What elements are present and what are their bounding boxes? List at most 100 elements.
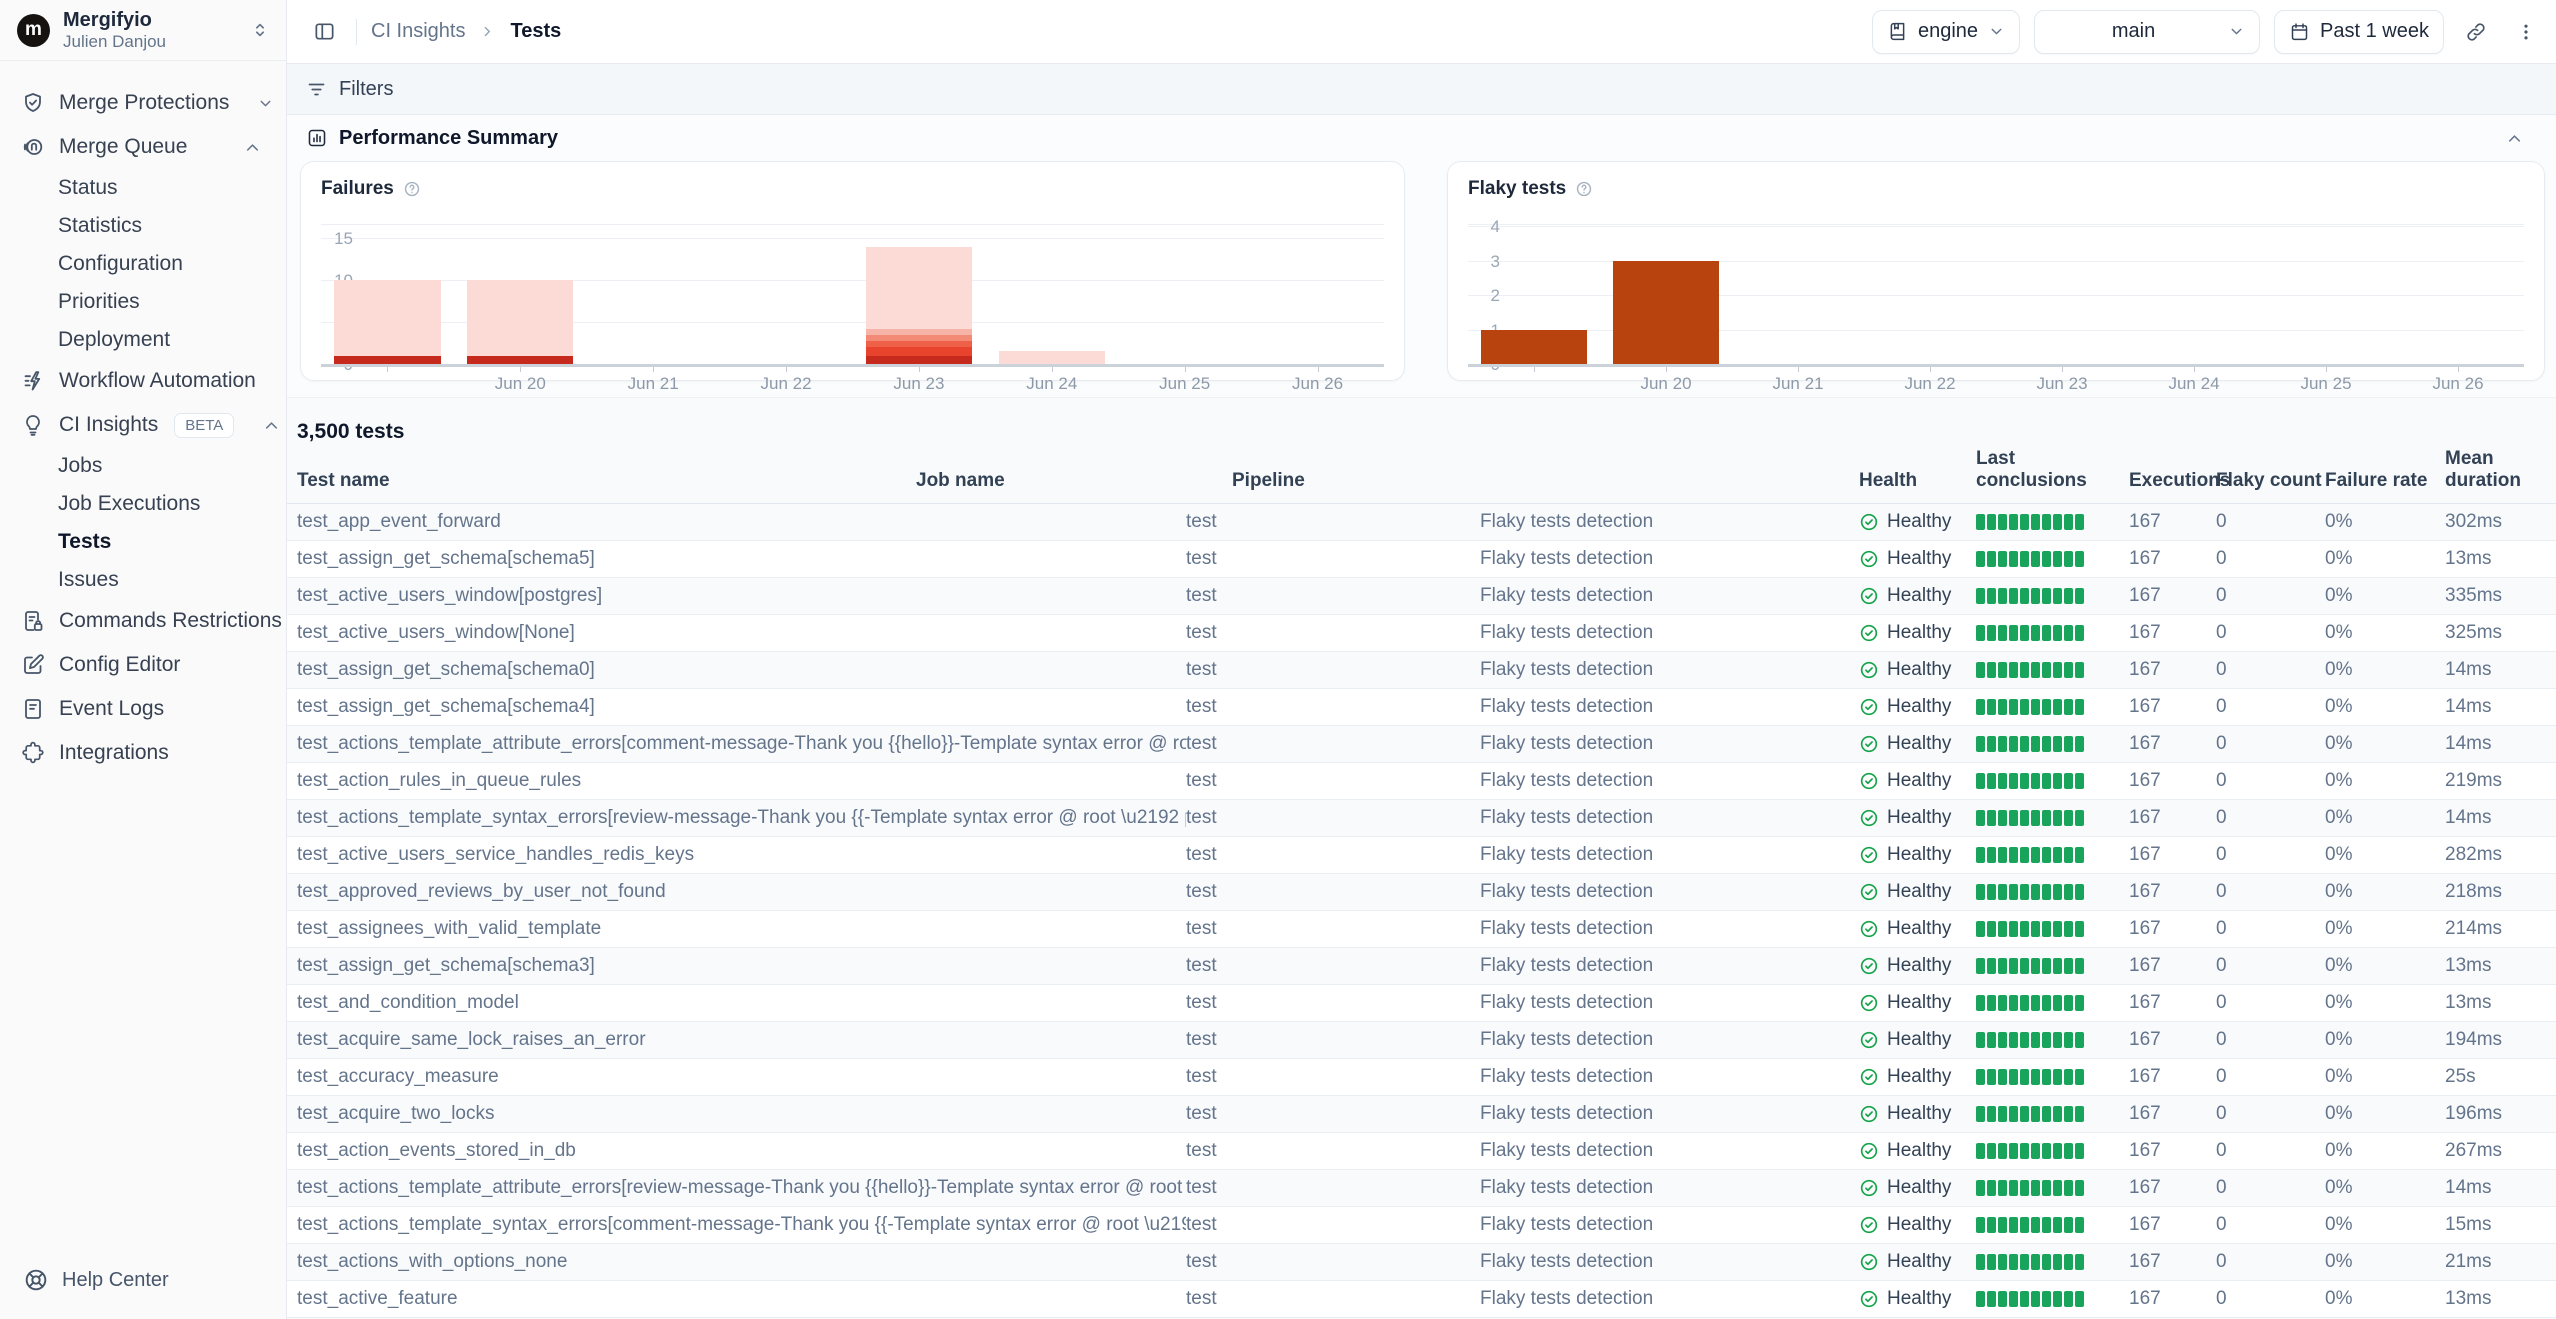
conclusion-square[interactable] [2053,1032,2062,1048]
conclusion-square[interactable] [2064,847,2073,863]
conclusion-square[interactable] [1976,1254,1985,1270]
conclusion-square[interactable] [2031,1032,2040,1048]
chart-bar-jun-19[interactable] [334,280,441,364]
conclusion-square[interactable] [2075,514,2084,530]
conclusion-square[interactable] [2009,1032,2018,1048]
conclusion-square[interactable] [2064,588,2073,604]
conclusion-square[interactable] [1987,736,1996,752]
conclusion-square[interactable] [1976,773,1985,789]
conclusion-square[interactable] [2064,1032,2073,1048]
table-row[interactable]: test_acquire_same_lock_raises_an_error te… [287,1022,2556,1059]
conclusion-square[interactable] [2064,1180,2073,1196]
conclusion-square[interactable] [1998,736,2007,752]
conclusion-square[interactable] [2053,1143,2062,1159]
sidebar-item-priorities[interactable]: Priorities [0,283,286,321]
conclusion-square[interactable] [2064,736,2073,752]
conclusion-square[interactable] [1987,1254,1996,1270]
chart-bar-jun-20[interactable] [467,280,574,364]
help-center-link[interactable]: Help Center [0,1267,286,1319]
conclusion-square[interactable] [1987,514,1996,530]
conclusion-square[interactable] [2020,1106,2029,1122]
column-header-failure-rate[interactable]: Failure rate [2325,470,2428,491]
conclusion-square[interactable] [2075,1106,2084,1122]
conclusion-square[interactable] [2020,551,2029,567]
conclusion-square[interactable] [1987,662,1996,678]
conclusion-square[interactable] [2053,699,2062,715]
conclusion-square[interactable] [1998,958,2007,974]
conclusion-square[interactable] [1987,921,1996,937]
conclusion-square[interactable] [2042,1180,2051,1196]
conclusion-square[interactable] [1998,551,2007,567]
conclusion-square[interactable] [1998,1291,2007,1307]
conclusion-square[interactable] [2053,921,2062,937]
conclusion-square[interactable] [1998,1106,2007,1122]
sidebar-item-integrations[interactable]: Integrations [0,731,286,775]
table-row[interactable]: test_actions_template_syntax_errors[revi… [287,800,2556,837]
conclusion-square[interactable] [2020,884,2029,900]
conclusion-square[interactable] [1976,1217,1985,1233]
conclusion-square[interactable] [1998,514,2007,530]
conclusion-square[interactable] [2075,736,2084,752]
conclusion-square[interactable] [2075,847,2084,863]
conclusion-square[interactable] [2009,551,2018,567]
conclusion-square[interactable] [2042,588,2051,604]
conclusion-square[interactable] [2031,1217,2040,1233]
column-header-last-conclusions[interactable]: Last conclusions [1976,448,2087,491]
conclusion-square[interactable] [2009,847,2018,863]
table-row[interactable]: test_assign_get_schema[schema3] test Flaky… [287,948,2556,985]
help-circle-icon[interactable] [1575,180,1593,198]
conclusion-square[interactable] [1998,995,2007,1011]
chart-bar-jun-23[interactable] [865,246,973,364]
sidebar-toggle-button[interactable] [306,14,342,50]
conclusion-square[interactable] [2009,662,2018,678]
sidebar-item-statistics[interactable]: Statistics [0,207,286,245]
conclusion-square[interactable] [2020,958,2029,974]
sidebar-item-commands-restrictions[interactable]: Commands Restrictions [0,599,286,643]
conclusion-square[interactable] [2031,736,2040,752]
conclusion-square[interactable] [1976,625,1985,641]
conclusion-square[interactable] [1976,736,1985,752]
conclusion-square[interactable] [2031,1254,2040,1270]
table-row[interactable]: test_active_feature test Flaky tests detec… [287,1281,2556,1318]
more-options-button[interactable] [2508,14,2544,50]
table-row[interactable]: test_approved_reviews_by_user_not_found t… [287,874,2556,911]
conclusion-square[interactable] [2075,884,2084,900]
collapse-summary-button[interactable] [2496,120,2532,156]
chart-bar-jun-20[interactable] [1613,260,1719,364]
conclusion-square[interactable] [1976,1106,1985,1122]
conclusion-square[interactable] [2031,514,2040,530]
conclusion-square[interactable] [2042,1069,2051,1085]
conclusion-square[interactable] [2075,1254,2084,1270]
conclusion-square[interactable] [2020,1143,2029,1159]
conclusion-square[interactable] [2075,1180,2084,1196]
conclusion-square[interactable] [2053,810,2062,826]
conclusion-square[interactable] [2064,773,2073,789]
conclusion-square[interactable] [2020,921,2029,937]
conclusion-square[interactable] [2042,810,2051,826]
table-row[interactable]: test_acquire_two_locks test Flaky tests de… [287,1096,2556,1133]
sidebar-item-ci-insights[interactable]: CI Insights BETA [0,403,286,447]
conclusion-square[interactable] [1987,1180,1996,1196]
conclusion-square[interactable] [1998,699,2007,715]
conclusion-square[interactable] [1976,662,1985,678]
column-header-test-name[interactable]: Test name [297,470,390,491]
conclusion-square[interactable] [2075,551,2084,567]
conclusion-square[interactable] [2009,773,2018,789]
conclusion-square[interactable] [1976,1180,1985,1196]
conclusion-square[interactable] [1998,662,2007,678]
conclusion-square[interactable] [1998,1217,2007,1233]
conclusion-square[interactable] [1976,551,1985,567]
table-row[interactable]: test_assign_get_schema[schema4] test Flaky… [287,689,2556,726]
filters-button[interactable] [306,79,327,100]
sidebar-item-merge-queue[interactable]: Merge Queue [0,125,286,169]
conclusion-square[interactable] [1998,810,2007,826]
repository-select-button[interactable]: engine [1871,9,2021,54]
conclusion-square[interactable] [1976,1143,1985,1159]
conclusion-square[interactable] [1976,921,1985,937]
conclusion-square[interactable] [2009,1291,2018,1307]
sidebar-item-config-editor[interactable]: Config Editor [0,643,286,687]
table-row[interactable]: test_active_users_window[postgres] test Fl… [287,578,2556,615]
conclusion-square[interactable] [2075,1217,2084,1233]
conclusion-square[interactable] [1987,884,1996,900]
conclusion-square[interactable] [2053,1106,2062,1122]
